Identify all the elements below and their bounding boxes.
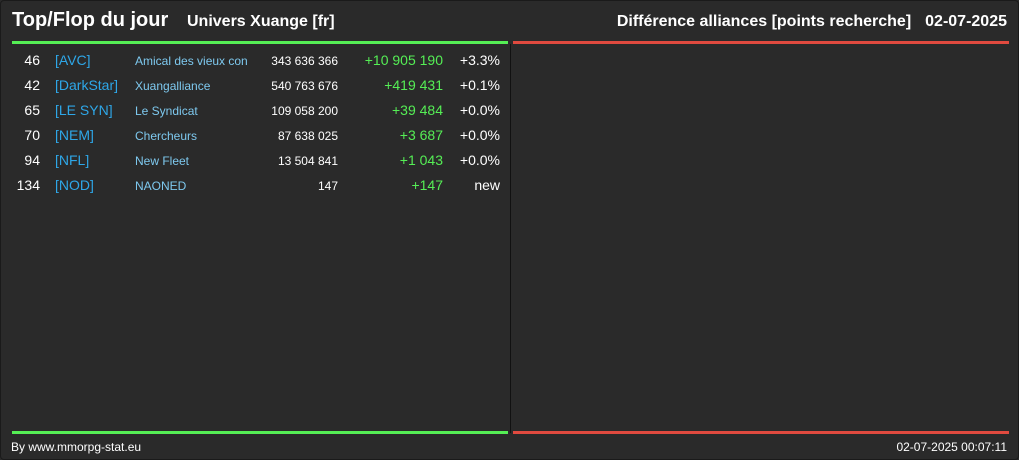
universe-subtitle: Univers Xuange [fr] xyxy=(187,13,335,30)
rank: 70 xyxy=(24,127,40,143)
table-row: 70 [NEM] Chercheurs 87 638 025 +3 687 +0… xyxy=(1,123,509,148)
rank: 46 xyxy=(24,52,40,68)
flop-header-line xyxy=(513,41,1009,44)
alliance-tag: [DarkStar] xyxy=(55,77,119,93)
table-row: 134 [NOD] NAONED 147 +147 new xyxy=(1,173,509,198)
points: 87 638 025 xyxy=(277,129,338,143)
alliance-tag: [AVC] xyxy=(55,52,91,68)
alliance-name: New Fleet xyxy=(135,154,190,168)
points: 343 636 366 xyxy=(271,54,338,68)
points: 147 xyxy=(317,179,338,193)
table-row: 46 [AVC] Amical des vieux con 343 636 36… xyxy=(1,48,509,73)
page-title: Top/Flop du jour xyxy=(12,9,169,31)
table-row: 94 [NFL] New Fleet 13 504 841 +1 043 +0.… xyxy=(1,148,509,173)
header-right: Différence alliances [points recherche] 0… xyxy=(617,13,1007,31)
difference: +419 431 xyxy=(384,77,443,93)
difference: +10 905 190 xyxy=(364,52,443,68)
percent-change: +0.0% xyxy=(459,102,500,118)
alliance-name: Amical des vieux con xyxy=(135,54,248,68)
top-list: 46 [AVC] Amical des vieux con 343 636 36… xyxy=(1,48,509,198)
table-row: 65 [LE SYN] Le Syndicat 109 058 200 +39 … xyxy=(1,98,509,123)
rank: 42 xyxy=(24,77,40,93)
difference: +147 xyxy=(411,177,443,193)
alliance-name: NAONED xyxy=(135,179,187,193)
percent-change: +0.0% xyxy=(459,127,500,143)
rank: 94 xyxy=(24,152,40,168)
rank: 134 xyxy=(16,177,40,193)
difference: +39 484 xyxy=(392,102,443,118)
alliance-name: Le Syndicat xyxy=(135,104,198,118)
generated-timestamp: 02-07-2025 00:07:11 xyxy=(896,440,1007,454)
header-date: 02-07-2025 xyxy=(925,13,1007,30)
points: 13 504 841 xyxy=(277,154,338,168)
points: 540 763 676 xyxy=(271,79,338,93)
points: 109 058 200 xyxy=(271,104,338,118)
difference: +1 043 xyxy=(399,152,443,168)
alliance-tag: [NOD] xyxy=(55,177,94,193)
table-row: 42 [DarkStar] Xuangalliance 540 763 676 … xyxy=(1,73,509,98)
percent-change: +3.3% xyxy=(459,52,500,68)
percent-change: +0.1% xyxy=(459,77,500,93)
alliance-tag: [NEM] xyxy=(55,127,94,143)
category-label: Différence alliances [points recherche] xyxy=(616,13,912,30)
percent-change: new xyxy=(474,177,500,193)
rank: 65 xyxy=(24,102,40,118)
flop-footer-line xyxy=(513,431,1009,434)
top-footer-line xyxy=(12,431,508,434)
top-header-line xyxy=(12,41,508,44)
credit-link[interactable]: By www.mmorpg-stat.eu xyxy=(11,440,142,454)
column-divider xyxy=(510,44,511,433)
alliance-tag: [NFL] xyxy=(55,152,90,168)
difference: +3 687 xyxy=(399,127,443,143)
alliance-name: Chercheurs xyxy=(135,129,198,143)
alliance-tag: [LE SYN] xyxy=(55,102,113,118)
alliance-name: Xuangalliance xyxy=(135,79,211,93)
percent-change: +0.0% xyxy=(459,152,500,168)
